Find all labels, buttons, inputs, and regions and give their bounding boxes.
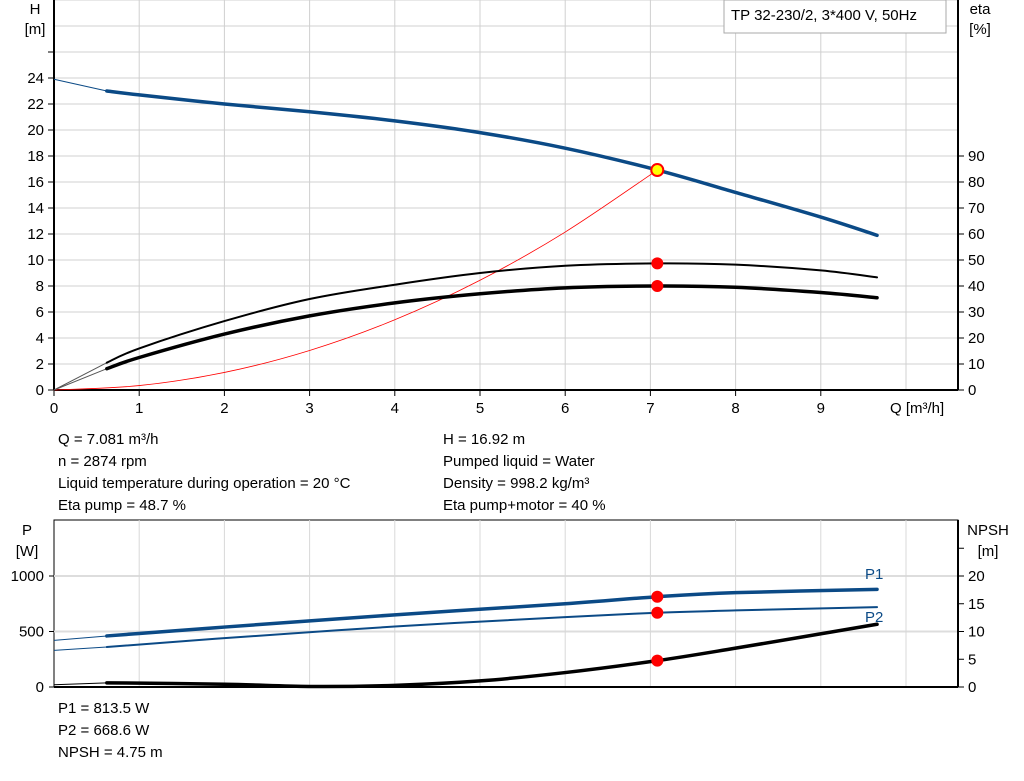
- p2-label: P2: [865, 609, 883, 626]
- y-tick-label: 6: [36, 304, 44, 321]
- eta-pump-curve-extension: [53, 362, 108, 391]
- y-axis-unit: [m]: [25, 21, 46, 38]
- liquid-readout: Pumped liquid = Water: [443, 453, 595, 470]
- x-tick-label: 3: [305, 400, 313, 417]
- y-tick-label: 16: [27, 174, 44, 191]
- x-tick-label: 0: [50, 400, 58, 417]
- y-tick-label: 8: [36, 278, 44, 295]
- temperature-readout: Liquid temperature during operation = 20…: [58, 475, 351, 492]
- x-tick-label: 8: [731, 400, 739, 417]
- head-curve: [105, 89, 879, 238]
- density-readout: Density = 998.2 kg/m³: [443, 475, 590, 492]
- npsh-tick-label: 20: [968, 568, 985, 585]
- y-tick-label: 20: [27, 122, 44, 139]
- eta-tick-label: 40: [968, 278, 985, 295]
- y-tick-label: 0: [36, 382, 44, 399]
- npsh-axis-label: NPSH: [967, 522, 1009, 539]
- p1-label: P1: [865, 566, 883, 583]
- p2-duty-point: [651, 606, 664, 619]
- p-tick-label: 500: [19, 624, 44, 641]
- npsh-curve-extension: [53, 682, 107, 686]
- eta-tick-label: 0: [968, 382, 976, 399]
- p2-curve: [105, 606, 879, 649]
- eta-tick-label: 90: [968, 148, 985, 165]
- p-axis-unit: [W]: [16, 543, 39, 560]
- npsh-duty-point: [651, 654, 664, 667]
- npsh-axis-unit: [m]: [978, 543, 999, 560]
- speed-readout: n = 2874 rpm: [58, 453, 147, 470]
- p-tick-label: 1000: [11, 568, 44, 585]
- y-tick-label: 12: [27, 226, 44, 243]
- p1-curve: [105, 587, 879, 638]
- eta-pump-motor-curve: [105, 284, 879, 371]
- info-left: Q = 7.081 m³/h n = 2874 rpm Liquid tempe…: [58, 429, 350, 517]
- y-tick-label: 4: [36, 330, 44, 347]
- npsh-tick-label: 5: [968, 651, 976, 668]
- y-tick-label: 14: [27, 200, 44, 217]
- x-tick-label: 7: [646, 400, 654, 417]
- eta-tick-label: 60: [968, 226, 985, 243]
- chart-title: TP 32-230/2, 3*400 V, 50Hz: [731, 7, 917, 24]
- eta-axis-unit: [%]: [969, 21, 991, 38]
- x-tick-label: 1: [135, 400, 143, 417]
- x-tick-label: 5: [476, 400, 484, 417]
- p1-readout: P1 = 813.5 W: [58, 700, 150, 717]
- p2-readout: P2 = 668.6 W: [58, 722, 150, 739]
- p2-curve-extension: [53, 646, 107, 651]
- eta-tick-label: 70: [968, 200, 985, 217]
- eta-pump-motor-duty-point: [651, 280, 664, 292]
- title-box: [723, 0, 947, 34]
- y-tick-label: 24: [27, 70, 44, 87]
- p-tick-label: 0: [36, 679, 44, 696]
- eta-pump-motor-readout: Eta pump+motor = 40 %: [443, 497, 606, 514]
- npsh-tick-label: 0: [968, 679, 976, 696]
- npsh-curve: [105, 622, 879, 689]
- y-tick-label: 2: [36, 356, 44, 373]
- x-tick-label: 2: [220, 400, 228, 417]
- npsh-tick-label: 15: [968, 596, 985, 613]
- eta-pump-motor-curve-extension: [53, 368, 108, 391]
- eta-tick-label: 50: [968, 252, 985, 269]
- head-curve-extension: [53, 78, 107, 92]
- y-tick-label: 22: [27, 96, 44, 113]
- head-readout: H = 16.92 m: [443, 431, 526, 448]
- eta-tick-label: 80: [968, 174, 985, 191]
- x-tick-label: 6: [561, 400, 569, 417]
- eta-axis-label: eta: [970, 1, 992, 18]
- eta-pump-readout: Eta pump = 48.7 %: [58, 497, 186, 514]
- x-axis-label: Q [m³/h]: [890, 400, 944, 417]
- info-bottom: P1 = 813.5 W P2 = 668.6 W NPSH = 4.75 m: [58, 698, 163, 764]
- eta-tick-label: 20: [968, 330, 985, 347]
- y-axis-label: H: [30, 1, 41, 18]
- flow-readout: Q = 7.081 m³/h: [58, 431, 159, 448]
- npsh-readout: NPSH = 4.75 m: [58, 744, 163, 761]
- lower-plot-frame: [53, 519, 959, 688]
- npsh-tick-label: 10: [968, 624, 985, 641]
- p1-duty-point: [651, 590, 664, 603]
- eta-tick-label: 10: [968, 356, 985, 373]
- x-tick-label: 4: [391, 400, 399, 417]
- eta-pump-curve: [105, 262, 879, 364]
- p1-curve-extension: [53, 635, 107, 641]
- info-right: H = 16.92 m Pumped liquid = Water Densit…: [443, 429, 606, 517]
- system-curve: [53, 169, 658, 391]
- eta-pump-duty-point: [651, 257, 664, 270]
- y-tick-label: 18: [27, 148, 44, 165]
- eta-tick-label: 30: [968, 304, 985, 321]
- head-duty-point: [650, 163, 665, 178]
- x-tick-label: 9: [817, 400, 825, 417]
- y-tick-label: 10: [27, 252, 44, 269]
- p-axis-label: P: [22, 522, 32, 539]
